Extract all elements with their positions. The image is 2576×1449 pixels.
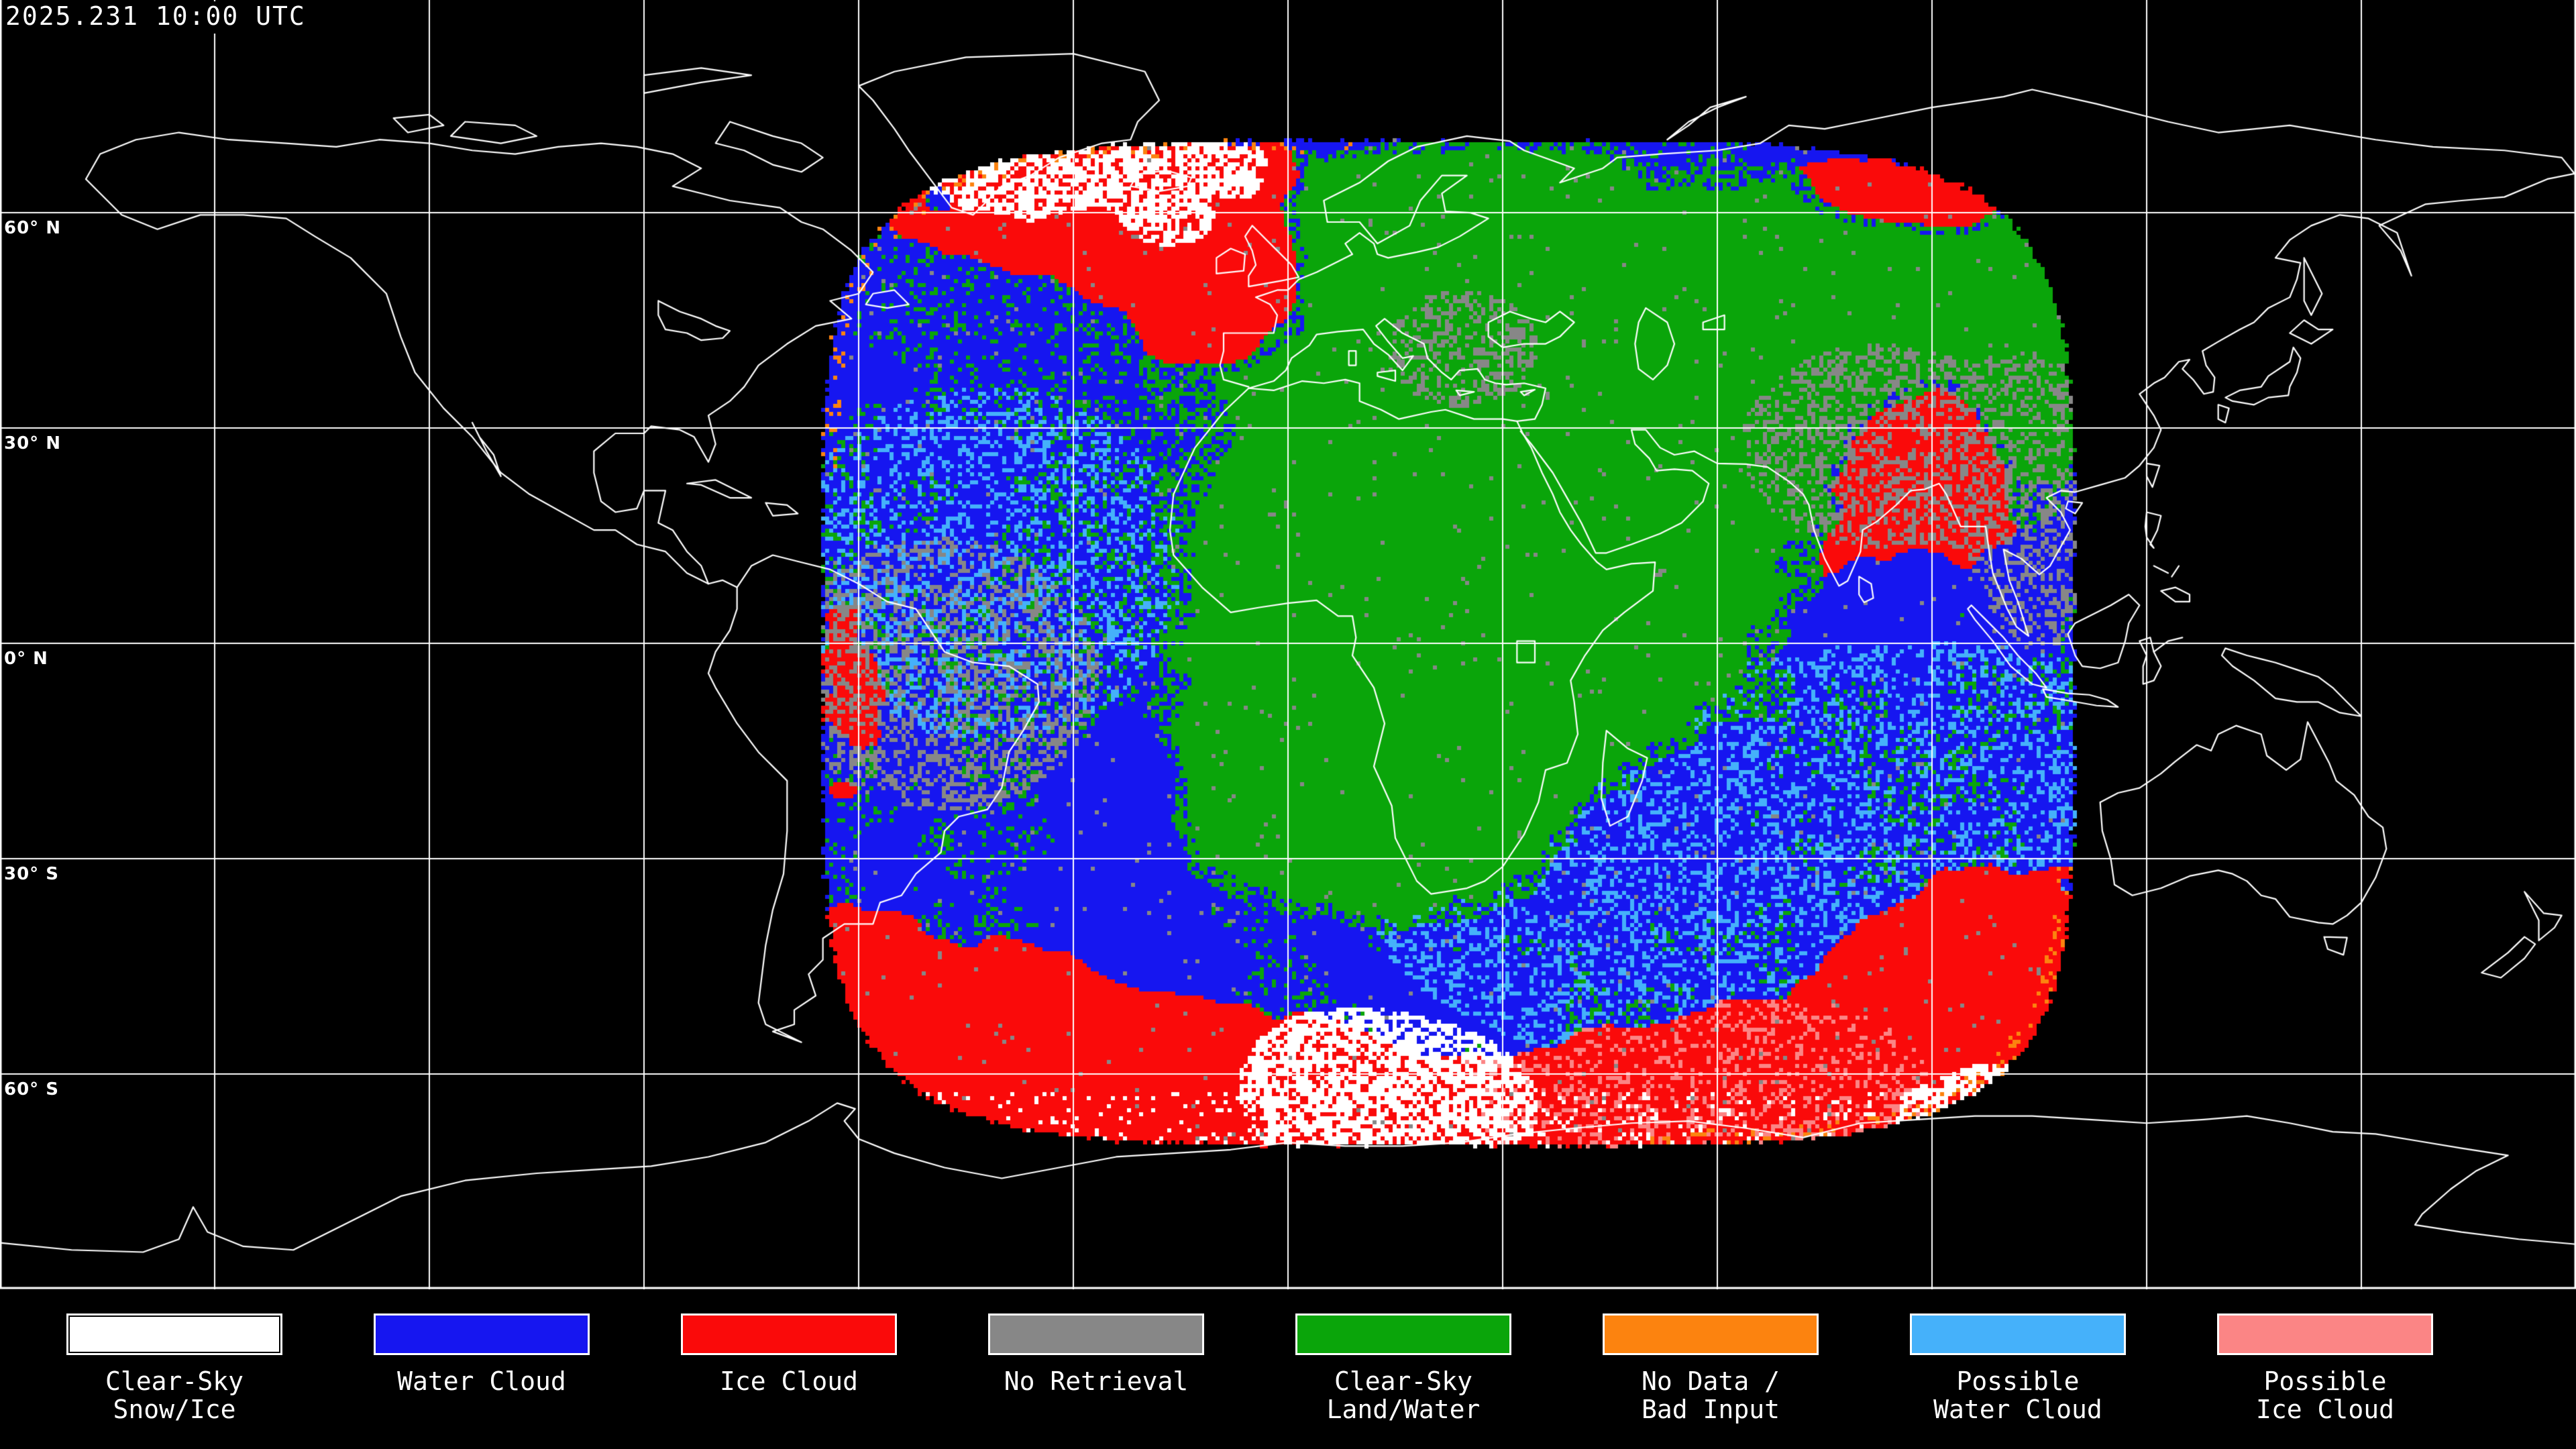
legend-swatch-clear_sky_snow_ice — [66, 1313, 282, 1355]
legend-swatch-clear_sky_land_water — [1295, 1313, 1511, 1355]
legend-item-water_cloud: Water Cloud — [328, 1289, 635, 1395]
latitude-label: 60° N — [4, 218, 61, 238]
timestamp-label: 2025.231 10:00 UTC — [3, 1, 311, 34]
legend-item-clear_sky_snow_ice: Clear-Sky Snow/Ice — [21, 1289, 328, 1424]
legend-label: Clear-Sky Snow/Ice — [105, 1366, 244, 1424]
latitude-label: 0° N — [4, 649, 48, 669]
legend-label: Ice Cloud — [720, 1366, 858, 1396]
legend-item-no_retrieval: No Retrieval — [943, 1289, 1250, 1395]
legend-swatch-no_retrieval — [988, 1313, 1204, 1355]
latitude-label: 30° N — [4, 433, 61, 453]
legend-swatch-possible_ice_cloud — [2217, 1313, 2433, 1355]
legend-label: Water Cloud — [397, 1366, 566, 1396]
legend-swatch-possible_water_cloud — [1910, 1313, 2126, 1355]
legend-label: Possible Ice Cloud — [2256, 1366, 2394, 1424]
legend-item-no_data_bad_input: No Data / Bad Input — [1557, 1289, 1864, 1424]
legend: Clear-Sky Snow/Ice Water Cloud Ice Cloud No… — [0, 1289, 2576, 1449]
latitude-label: 30° S — [4, 864, 59, 884]
legend-item-possible_water_cloud: Possible Water Cloud — [1864, 1289, 2171, 1424]
legend-label: No Retrieval — [1004, 1366, 1189, 1396]
legend-swatch-water_cloud — [374, 1313, 590, 1355]
latitude-label: 60° S — [4, 1079, 59, 1099]
world-map: 2025.231 10:00 UTC 60° N 30° N 0° N 30° S 60… — [0, 0, 2576, 1289]
legend-item-clear_sky_land_water: Clear-Sky Land/Water — [1250, 1289, 1557, 1424]
legend-label: No Data / Bad Input — [1642, 1366, 1780, 1424]
legend-item-possible_ice_cloud: Possible Ice Cloud — [2171, 1289, 2479, 1424]
legend-label: Clear-Sky Land/Water — [1326, 1366, 1481, 1424]
cloud-mask-map-canvas — [0, 0, 2576, 1289]
legend-swatch-no_data_bad_input — [1603, 1313, 1819, 1355]
legend-label: Possible Water Cloud — [1933, 1366, 2102, 1424]
legend-item-ice_cloud: Ice Cloud — [635, 1289, 943, 1395]
legend-swatch-ice_cloud — [681, 1313, 897, 1355]
